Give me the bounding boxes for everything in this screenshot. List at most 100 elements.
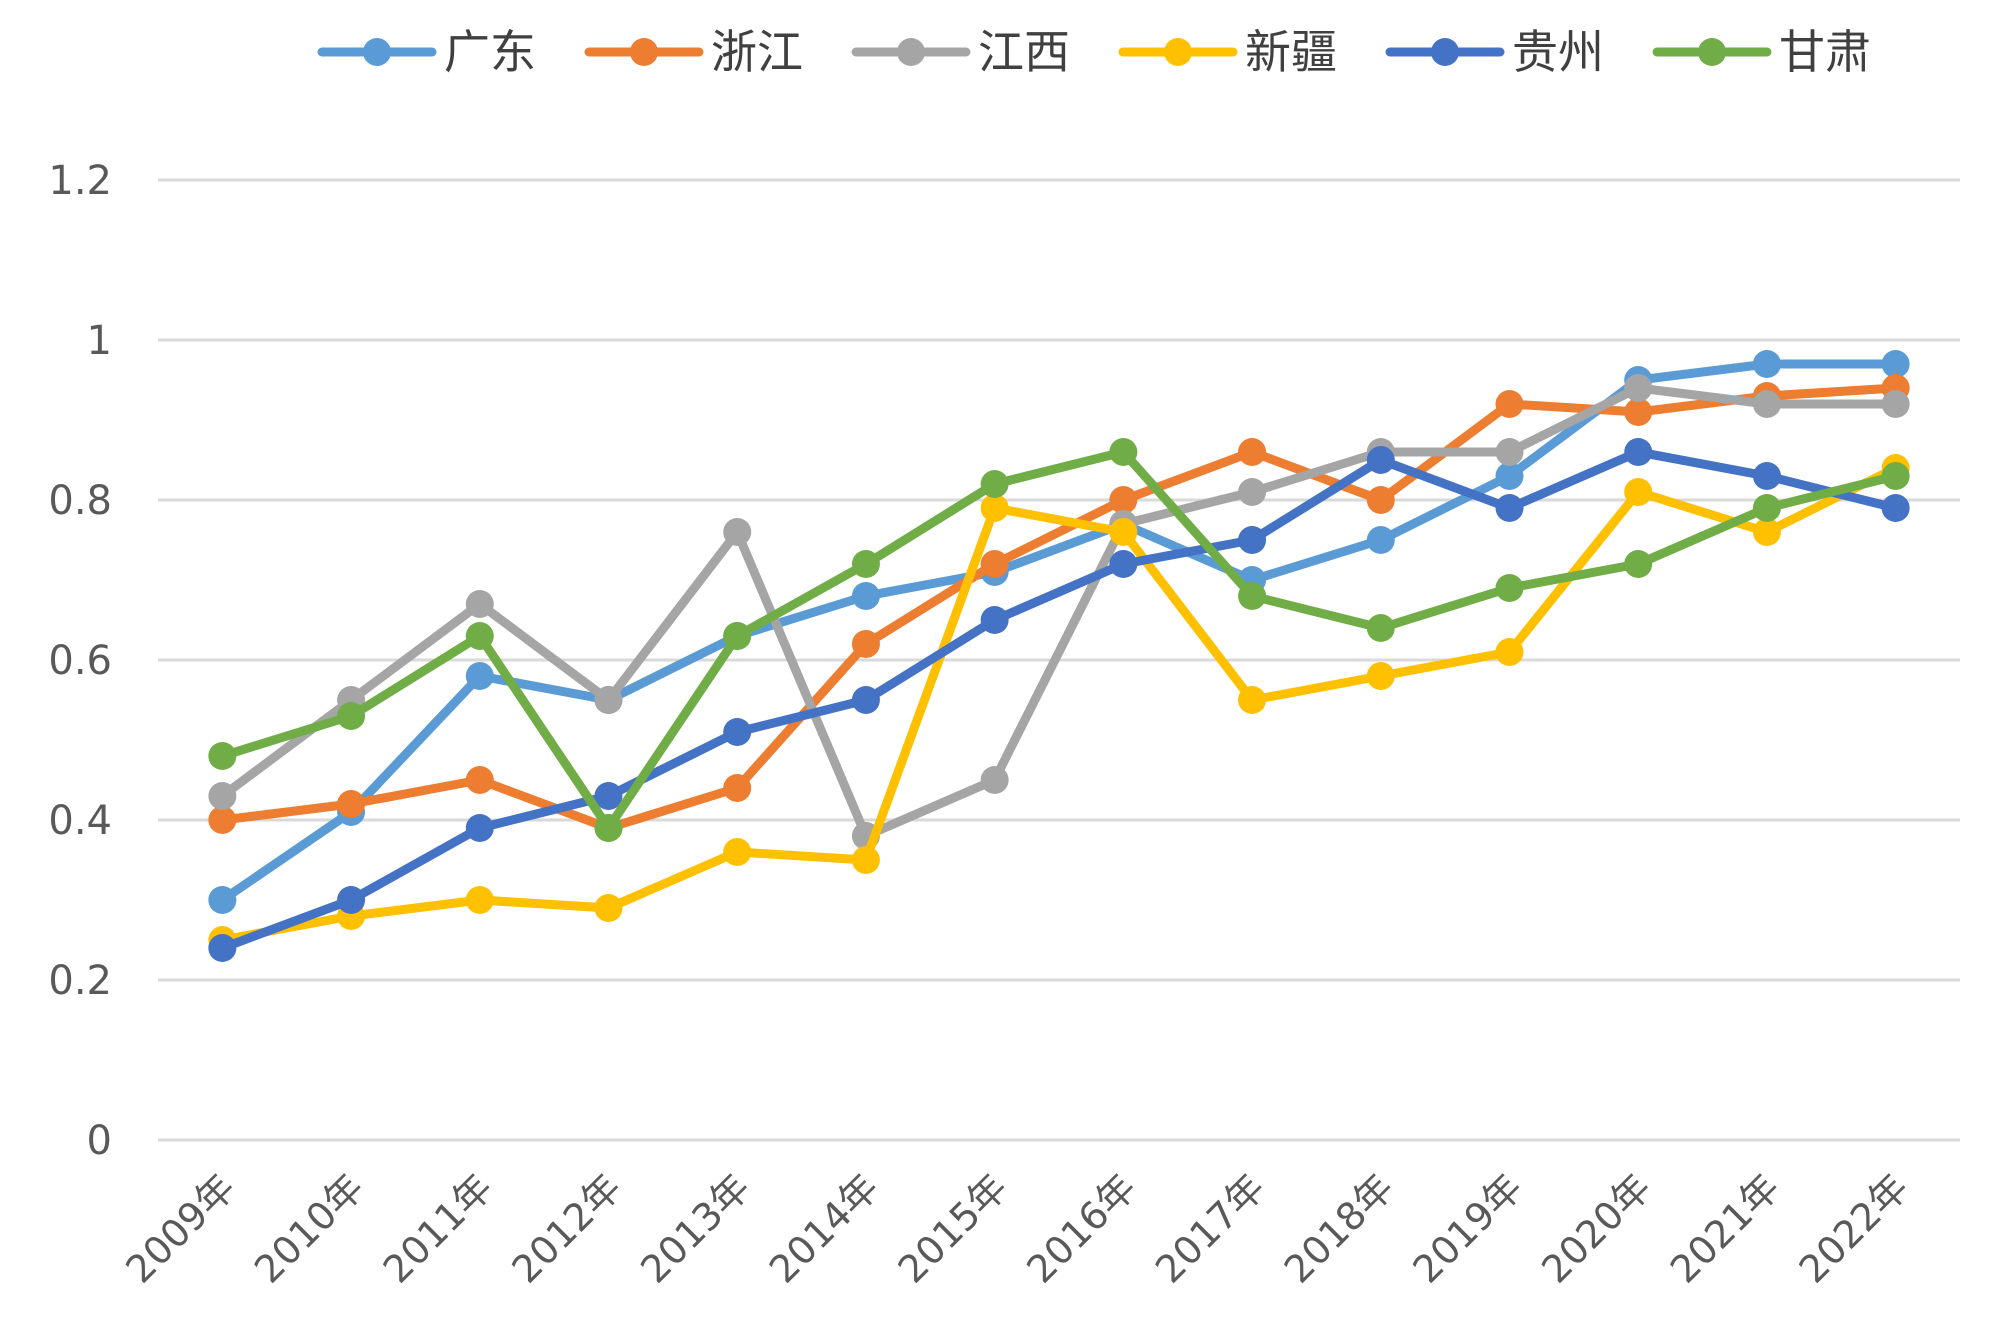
x-tick-label: 2009年 — [117, 1165, 243, 1291]
grid-lines — [158, 178, 1960, 1142]
data-point — [851, 550, 880, 578]
legend-item: 新疆 — [1118, 25, 1337, 79]
legend-label: 广东 — [444, 25, 536, 79]
legend-item: 甘肃 — [1652, 25, 1871, 79]
data-point — [1495, 638, 1524, 666]
data-point — [723, 774, 752, 802]
x-tick-label: 2014年 — [761, 1165, 887, 1291]
data-point — [1109, 486, 1138, 514]
data-point — [465, 590, 494, 618]
series-line — [217, 383, 1901, 841]
data-point — [1752, 350, 1781, 378]
x-tick-label: 2017年 — [1147, 1165, 1273, 1291]
x-tick-label: 2020年 — [1533, 1165, 1659, 1291]
x-tick-label: 2019年 — [1404, 1165, 1530, 1291]
data-point — [465, 886, 494, 914]
data-point — [208, 782, 237, 810]
legend-marker — [630, 38, 658, 66]
data-point — [1238, 686, 1267, 714]
data-point — [465, 766, 494, 794]
data-point — [594, 814, 623, 842]
data-point — [723, 622, 752, 650]
data-point — [1366, 526, 1395, 554]
data-point — [1366, 486, 1395, 514]
y-tick-label: 1 — [87, 318, 112, 364]
data-point — [208, 886, 237, 914]
data-point — [1752, 462, 1781, 490]
legend-item: 广东 — [317, 25, 536, 79]
data-point — [1881, 390, 1910, 418]
y-tick-label: 0.4 — [48, 798, 112, 844]
legend-label: 浙江 — [711, 25, 803, 79]
series-line — [217, 463, 1901, 945]
legend-marker — [1698, 38, 1726, 66]
series-3 — [208, 374, 1910, 850]
data-point — [337, 886, 366, 914]
legend-marker — [897, 38, 925, 66]
data-point — [1752, 518, 1781, 546]
data-point — [1109, 438, 1138, 466]
x-axis: 2009年 2010年 2011年 2012年 2013年 2014年 2015年 2016年… — [117, 1165, 1917, 1291]
data-point — [1881, 350, 1910, 378]
data-point — [851, 582, 880, 610]
data-point — [980, 470, 1009, 498]
series-5 — [208, 438, 1910, 962]
x-tick-label: 2022年 — [1791, 1165, 1917, 1291]
data-point — [1624, 550, 1653, 578]
data-point — [208, 742, 237, 770]
series-line — [217, 383, 1901, 833]
data-point — [980, 606, 1009, 634]
data-point — [465, 814, 494, 842]
data-point — [1366, 662, 1395, 690]
data-point — [1238, 438, 1267, 466]
series-6 — [208, 438, 1910, 842]
data-point — [980, 766, 1009, 794]
data-point — [1366, 446, 1395, 474]
data-point — [1366, 614, 1395, 642]
data-point — [1238, 526, 1267, 554]
x-tick-label: 2016年 — [1018, 1165, 1144, 1291]
data-point — [723, 718, 752, 746]
data-point — [1495, 494, 1524, 522]
data-point — [1238, 582, 1267, 610]
data-point — [851, 686, 880, 714]
legend-marker — [363, 38, 391, 66]
y-tick-label: 1.2 — [48, 158, 112, 204]
legend-item: 江西 — [851, 25, 1070, 79]
chart-legend: 广东 浙江 江西 新疆 贵州 甘肃 — [317, 25, 1871, 79]
data-point — [1752, 494, 1781, 522]
data-point — [1624, 374, 1653, 402]
legend-label: 江西 — [978, 25, 1070, 79]
data-point — [723, 518, 752, 546]
plot-area — [208, 350, 1910, 962]
data-point — [851, 630, 880, 658]
series-2 — [208, 374, 1910, 842]
data-point — [1495, 574, 1524, 602]
data-point — [1624, 438, 1653, 466]
data-point — [208, 934, 237, 962]
y-tick-label: 0.6 — [48, 638, 112, 684]
data-point — [851, 846, 880, 874]
y-axis: 0 0.2 0.4 0.6 0.8 1 1.2 — [48, 158, 112, 1164]
data-point — [723, 838, 752, 866]
data-point — [594, 782, 623, 810]
legend-marker — [1164, 38, 1192, 66]
data-point — [1624, 478, 1653, 506]
data-point — [594, 894, 623, 922]
legend-label: 贵州 — [1512, 25, 1604, 79]
data-point — [1881, 462, 1910, 490]
x-tick-label: 2018年 — [1276, 1165, 1402, 1291]
data-point — [1238, 478, 1267, 506]
x-tick-label: 2021年 — [1662, 1165, 1788, 1291]
data-point — [337, 790, 366, 818]
legend-item: 贵州 — [1385, 25, 1604, 79]
y-tick-label: 0.8 — [48, 478, 112, 524]
data-point — [1495, 438, 1524, 466]
x-tick-label: 2012年 — [503, 1165, 629, 1291]
y-tick-label: 0 — [87, 1118, 112, 1164]
data-point — [1109, 550, 1138, 578]
data-point — [980, 550, 1009, 578]
series-1 — [208, 350, 1910, 914]
series-4 — [208, 454, 1910, 954]
